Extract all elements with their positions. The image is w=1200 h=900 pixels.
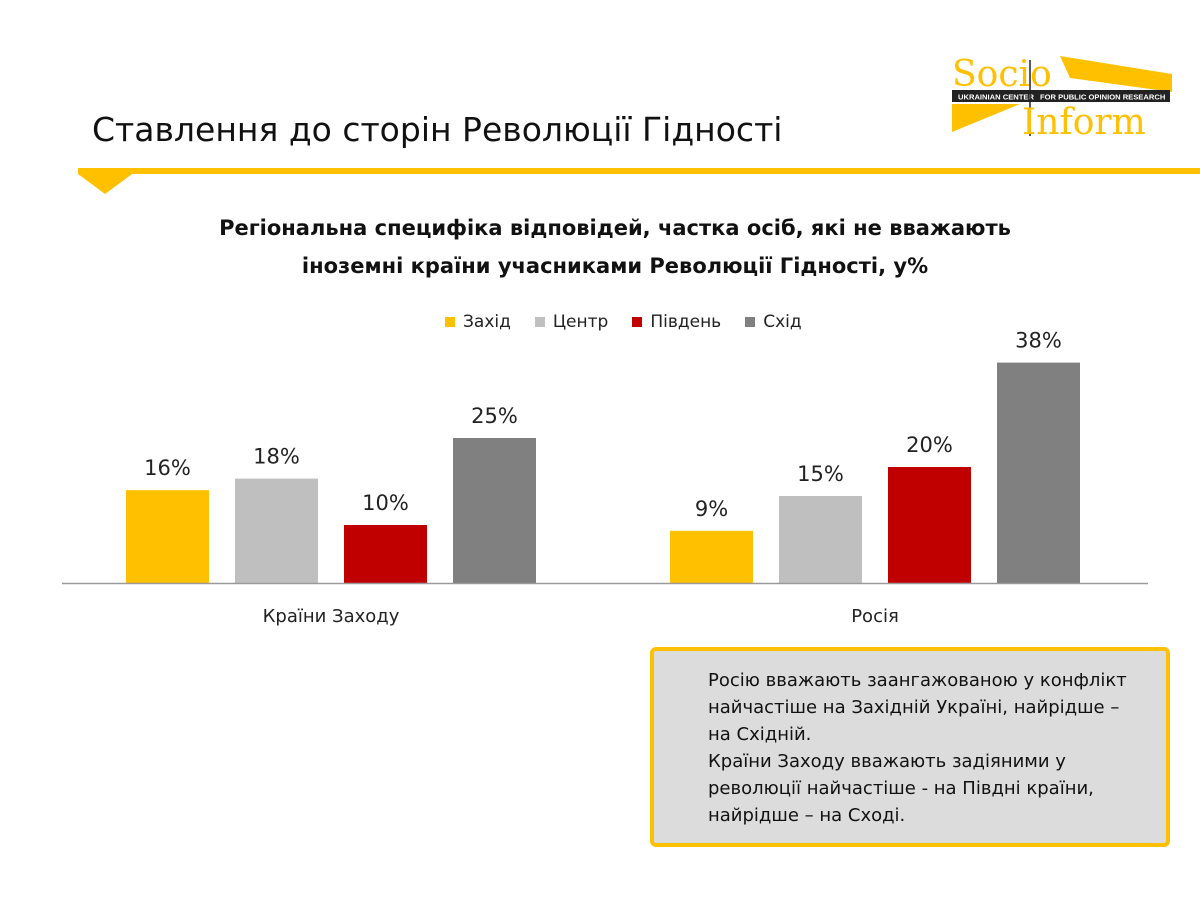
data-label: 20% xyxy=(906,433,953,457)
bar-1-1 xyxy=(126,490,209,583)
legend-label: Південь xyxy=(650,312,722,332)
logo-band-left: UKRAINIAN CENTER xyxy=(958,93,1034,102)
title-underline xyxy=(78,168,1200,194)
bar-2-1 xyxy=(670,530,753,583)
bar-2-4 xyxy=(997,362,1080,583)
legend-swatch xyxy=(745,317,756,327)
data-label: 16% xyxy=(144,456,191,480)
legend-label: Захід xyxy=(463,312,511,332)
bar-1-4 xyxy=(453,438,536,583)
socioinform-logo: Socio UKRAINIAN CENTER FOR PUBLIC OPINIO… xyxy=(952,54,1172,142)
data-label: 18% xyxy=(253,445,300,469)
data-label: 10% xyxy=(362,491,409,515)
chart-legend: Захід Центр Південь Схід xyxy=(445,312,802,332)
note-line: Росію вважають заангажованою у конфлікт xyxy=(708,670,1127,691)
chart-title-line-1: Регіональна специфіка відповідей, частка… xyxy=(219,216,1011,240)
note-line: революції найчастіше - на Півдні країни, xyxy=(708,778,1094,799)
note-line: Країни Заходу вважають задіяними у xyxy=(708,751,1066,772)
legend-item-skhid: Схід xyxy=(745,312,802,332)
logo-word-bottom: Inform xyxy=(1022,102,1146,142)
note-line: найрідше – на Сході. xyxy=(708,805,906,826)
legend-swatch xyxy=(534,317,545,327)
legend-label: Центр xyxy=(552,312,609,332)
chart-title-line-2: іноземні країни учасниками Революції Гід… xyxy=(301,254,929,278)
bar-1-3 xyxy=(344,525,427,583)
data-label: 25% xyxy=(471,404,518,428)
legend-swatch xyxy=(632,317,643,327)
data-label: 15% xyxy=(797,462,844,486)
logo-band-right: FOR PUBLIC OPINION RESEARCH xyxy=(1040,93,1165,102)
note-line: на Східній. xyxy=(708,724,812,745)
note-box: Росію вважають заангажованою у конфлікт … xyxy=(650,647,1170,847)
legend-label: Схід xyxy=(763,312,802,332)
data-label: 38% xyxy=(1015,329,1062,353)
bar-chart: 16% 18% 10% 25% Країни Заходу 9% 15% 20% 38% Росі… xyxy=(62,329,1148,627)
category-label: Країни Заходу xyxy=(263,606,400,627)
bar-2-2 xyxy=(779,496,862,583)
note-text: Росію вважають заангажованою у конфлікт … xyxy=(708,667,1158,829)
legend-swatch xyxy=(445,317,455,327)
note-line: найчастіше на Західній Україні, найрідше… xyxy=(708,697,1120,718)
legend-item-pivden: Південь xyxy=(632,312,721,332)
bar-1-2 xyxy=(235,478,318,583)
bar-2-3 xyxy=(888,467,971,583)
data-label: 9% xyxy=(695,497,728,521)
page-title: Ставлення до сторін Революції Гідності xyxy=(92,110,783,149)
legend-item-tsentr: Центр xyxy=(534,312,609,332)
legend-item-zakhid: Захід xyxy=(445,312,511,332)
category-label: Росія xyxy=(851,606,899,627)
logo-word-top: Socio xyxy=(952,54,1052,95)
